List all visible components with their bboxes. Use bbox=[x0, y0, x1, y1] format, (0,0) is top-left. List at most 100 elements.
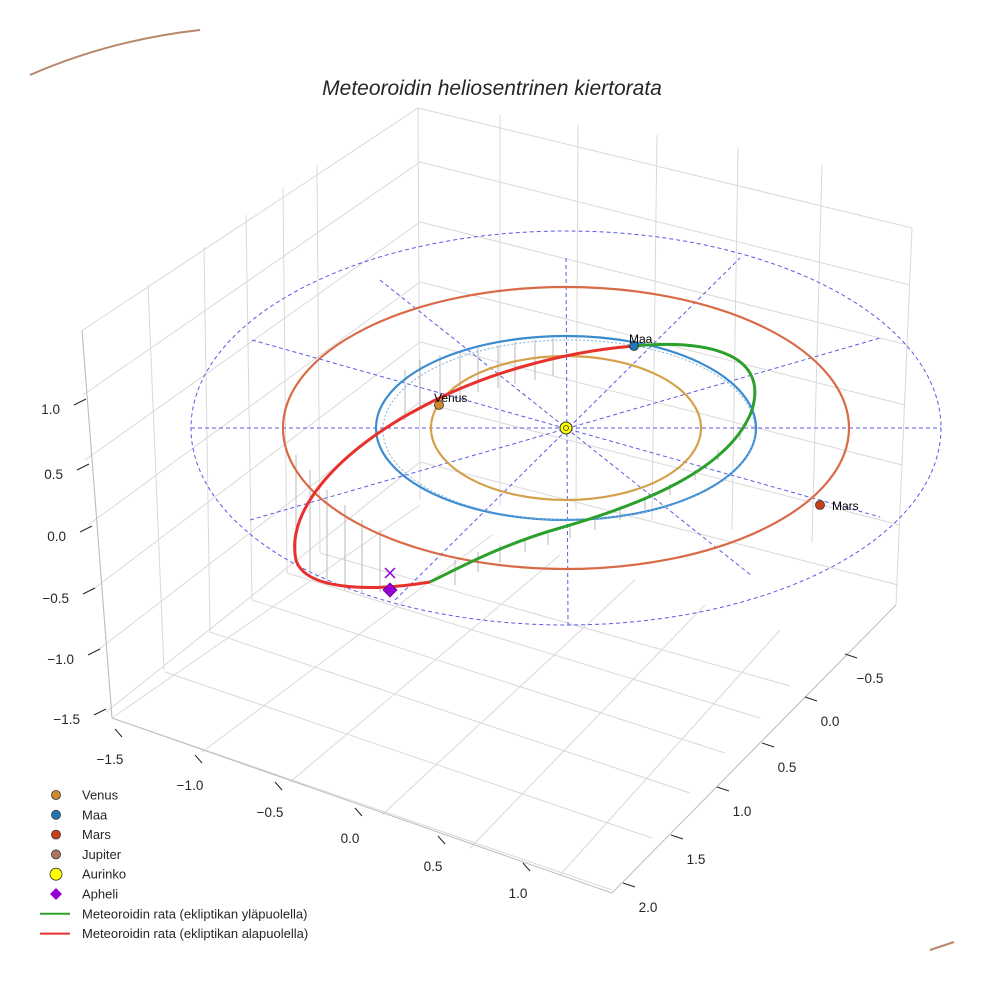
sun-marker-inner bbox=[563, 425, 569, 431]
z-tick-mark bbox=[82, 587, 96, 595]
z-tick-label: 0.5 bbox=[44, 467, 63, 482]
x-tick-mark bbox=[522, 862, 531, 872]
pane-grid-line bbox=[87, 281, 421, 526]
floor-edge bbox=[611, 604, 897, 894]
y-tick-label: 0.0 bbox=[821, 714, 840, 729]
orbit-maa-inner bbox=[382, 339, 756, 521]
pane-grid-line bbox=[147, 284, 165, 671]
ecliptic-grid bbox=[190, 230, 942, 626]
planet-venus-marker bbox=[434, 400, 444, 410]
legend-label: Venus bbox=[82, 788, 119, 803]
z-tick-mark bbox=[73, 398, 87, 406]
ecliptic-spoke bbox=[565, 257, 569, 626]
y-tick-mark bbox=[716, 786, 730, 792]
pane-grid-line bbox=[575, 124, 579, 511]
legend-label: Meteoroidin rata (ekliptikan yläpuolella… bbox=[82, 906, 307, 921]
z-tick-label: −1.5 bbox=[53, 712, 80, 727]
x-tick-label: −0.5 bbox=[257, 805, 284, 820]
legend-label: Aurinko bbox=[82, 867, 126, 882]
floor-grid-line bbox=[201, 534, 493, 753]
y-tick-label: 1.0 bbox=[733, 804, 752, 819]
meteoroid-below bbox=[293, 344, 635, 589]
z-tick-mark bbox=[87, 648, 101, 656]
x-tick-mark bbox=[274, 781, 283, 791]
y-tick-label: 0.5 bbox=[778, 760, 797, 775]
x-tick-mark bbox=[114, 728, 123, 738]
z-tick-mark bbox=[93, 708, 107, 716]
planet-maa-label: Maa bbox=[629, 332, 653, 346]
legend-marker bbox=[49, 867, 63, 881]
planet-venus-label: Venus bbox=[434, 391, 467, 405]
jupiter-orbit-arc-top bbox=[29, 29, 201, 76]
y-tick-mark bbox=[622, 882, 636, 888]
y-tick-mark bbox=[844, 653, 858, 659]
pane-grid-line bbox=[84, 221, 421, 461]
ecliptic-spoke bbox=[249, 337, 881, 521]
jupiter-orbit bbox=[29, 29, 955, 951]
planet-maa-marker bbox=[629, 341, 639, 351]
floor-grid-line bbox=[111, 504, 421, 719]
axis-ticks: −1.5 −1.0 −0.5 0.0 0.5 1.0 −1.5 −1.0 −0.5 0.0 0.5 1… bbox=[41, 398, 883, 915]
z-tick-label: −1.0 bbox=[47, 652, 74, 667]
floor-grid-line bbox=[251, 599, 726, 754]
floor-grid-line bbox=[286, 572, 761, 719]
meteoroid-orbit bbox=[293, 343, 757, 589]
sun-marker bbox=[559, 421, 573, 435]
ecliptic-spoke bbox=[394, 257, 741, 601]
y-tick-mark bbox=[670, 834, 684, 840]
x-tick-label: −1.0 bbox=[177, 778, 204, 793]
pane-grid-line bbox=[82, 107, 419, 331]
floor-edge bbox=[111, 717, 613, 894]
legend-label: Maa bbox=[82, 807, 108, 822]
planet-mars-label: Mars bbox=[832, 499, 859, 513]
orbit-mars bbox=[281, 285, 851, 571]
legend-marker bbox=[51, 809, 61, 820]
meteoroid-above bbox=[429, 343, 757, 584]
aphelion-marker bbox=[382, 582, 398, 598]
legend-marker bbox=[51, 849, 61, 860]
pane-edge bbox=[81, 329, 113, 719]
pane-grid-line bbox=[895, 227, 913, 606]
planet-mars-marker bbox=[815, 500, 825, 510]
y-tick-mark bbox=[804, 696, 818, 702]
pane-grid-line bbox=[417, 107, 913, 229]
y-tick-label: 1.5 bbox=[687, 852, 706, 867]
pane-grid-line bbox=[419, 341, 903, 466]
x-tick-mark bbox=[194, 754, 203, 764]
y-tick-label: 2.0 bbox=[639, 900, 658, 915]
legend-marker bbox=[50, 888, 62, 900]
z-tick-mark bbox=[76, 463, 90, 471]
pane-grid-line bbox=[419, 461, 899, 586]
pane-grid-line bbox=[811, 164, 823, 544]
floor-grid-line bbox=[289, 554, 561, 783]
z-tick-label: 0.0 bbox=[47, 529, 66, 544]
x-tick-label: 1.0 bbox=[509, 886, 528, 901]
floor-grid-line bbox=[164, 671, 653, 839]
pane-grid-line bbox=[91, 341, 421, 591]
floor-grid-line bbox=[559, 629, 781, 876]
legend-label: Mars bbox=[82, 827, 111, 842]
y-tick-mark bbox=[761, 742, 775, 748]
legend-label: Meteoroidin rata (ekliptikan alapuolella… bbox=[82, 926, 308, 941]
meteoroid-drop-lines bbox=[295, 338, 753, 592]
x-tick-mark bbox=[437, 835, 446, 845]
chart-title: Meteoroidin heliosentrinen kiertorata bbox=[322, 77, 662, 100]
floor-grid-line bbox=[209, 631, 691, 794]
legend-marker bbox=[51, 790, 61, 800]
legend-marker bbox=[51, 829, 61, 840]
orbit-markers: Venus Maa Mars bbox=[382, 332, 859, 598]
legend: Venus Maa Mars Jupiter Aurinko Apheli Meteoroi… bbox=[40, 788, 308, 941]
pane-grid-line bbox=[419, 221, 909, 346]
pane-grid-line bbox=[417, 107, 421, 501]
floor-grid-line bbox=[381, 579, 636, 816]
x-tick-mark bbox=[354, 807, 363, 817]
pane-grid-line bbox=[651, 134, 658, 521]
pane-grid-line bbox=[731, 147, 739, 531]
z-tick-label: −0.5 bbox=[42, 591, 69, 606]
pane-grid-line bbox=[419, 401, 901, 526]
pane-grid-line bbox=[419, 161, 911, 286]
legend-label: Jupiter bbox=[82, 847, 122, 862]
ecliptic-spoke bbox=[251, 339, 881, 518]
